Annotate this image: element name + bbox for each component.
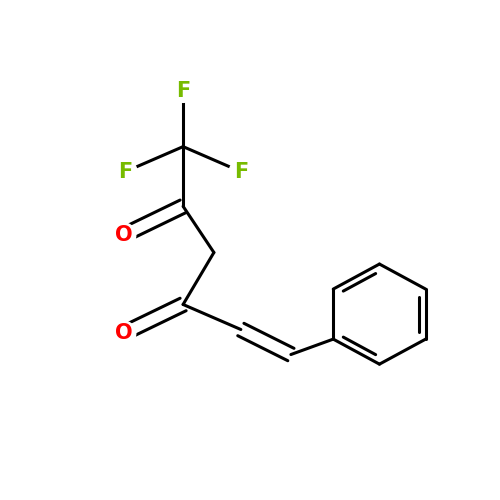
Text: F: F [118,162,132,182]
Text: O: O [114,324,132,344]
Circle shape [114,160,137,183]
Text: F: F [234,162,248,182]
Circle shape [230,160,252,183]
Text: F: F [176,81,190,101]
Circle shape [111,321,136,345]
Circle shape [111,223,136,248]
Text: O: O [114,225,132,245]
Circle shape [172,79,194,102]
